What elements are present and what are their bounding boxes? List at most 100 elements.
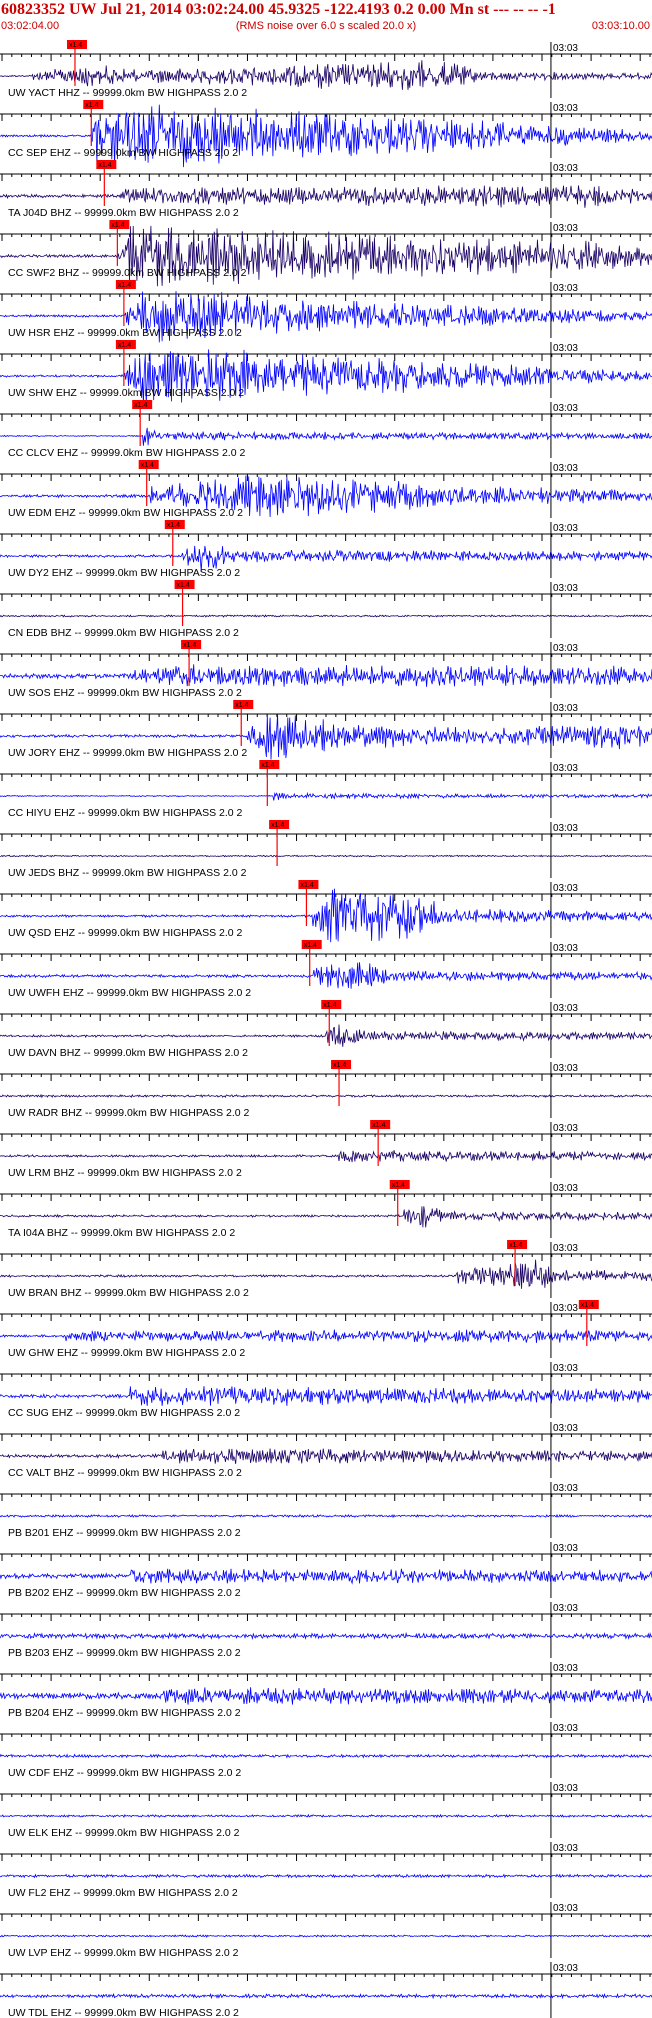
seismic-waveform: [0, 545, 652, 572]
station-label: UW BRAN BHZ -- 99999.0km BW HIGHPASS 2.0…: [8, 1287, 249, 1299]
p-pick-label: x1.4: [392, 1182, 405, 1189]
p-pick-label: x1.4: [509, 1242, 522, 1249]
minute-marker-label: 03:03: [553, 1663, 578, 1674]
p-pick-flag: [109, 220, 130, 229]
minute-marker-label: 03:03: [553, 523, 578, 534]
station-label: CC VALT BHZ -- 99999.0km BW HIGHPASS 2.0…: [8, 1467, 242, 1479]
p-pick-label: x1.4: [118, 282, 131, 289]
station-label: CC CLCV EHZ -- 99999.0km BW HIGHPASS 2.0…: [8, 447, 245, 459]
seismic-waveform: [0, 854, 652, 858]
minute-marker-label: 03:03: [553, 1183, 578, 1194]
station-label: TA J04D BHZ -- 99999.0km BW HIGHPASS 2.0…: [8, 207, 239, 219]
p-pick-label: x1.4: [183, 642, 196, 649]
seismic-waveform: [0, 1753, 652, 1759]
p-pick-flag: [83, 100, 104, 109]
minute-marker-label: 03:03: [553, 703, 578, 714]
minute-marker-label: 03:03: [553, 1903, 578, 1914]
p-pick-label: x1.4: [333, 1062, 346, 1069]
p-pick-flag: [301, 940, 322, 949]
minute-marker-label: 03:03: [553, 1783, 578, 1794]
station-label: UW EDM EHZ -- 99999.0km BW HIGHPASS 2.0 …: [8, 507, 243, 519]
station-label: CC SUG EHZ -- 99999.0km BW HIGHPASS 2.0 …: [8, 1407, 240, 1419]
p-pick-label: x1.4: [85, 102, 98, 109]
station-label: CC SWF2 BHZ -- 99999.0km BW HIGHPASS 2.0…: [8, 267, 247, 279]
station-label: UW CDF EHZ -- 99999.0km BW HIGHPASS 2.0 …: [8, 1767, 241, 1779]
minute-marker-label: 03:03: [553, 1423, 578, 1434]
seismic-waveform: [0, 1448, 652, 1464]
p-pick-label: x1.4: [134, 402, 147, 409]
p-pick-flag: [66, 40, 87, 49]
seismic-waveform: [0, 713, 652, 760]
seismic-waveform: [0, 291, 652, 343]
p-pick-label: x1.4: [111, 222, 124, 229]
seismic-waveform: [0, 888, 652, 943]
minute-marker-label: 03:03: [553, 283, 578, 294]
minute-marker-label: 03:03: [553, 103, 578, 114]
minute-marker-label: 03:03: [553, 343, 578, 354]
minute-marker-label: 03:03: [553, 763, 578, 774]
seismic-waveform: [0, 1150, 652, 1163]
p-pick-label: x1.4: [167, 522, 180, 529]
minute-marker-label: 03:03: [553, 1363, 578, 1374]
minute-marker-label: 03:03: [553, 1723, 578, 1734]
station-label: UW SOS EHZ -- 99999.0km BW HIGHPASS 2.0 …: [8, 687, 242, 699]
seismic-waveform: [0, 1873, 652, 1879]
p-pick-label: x1.4: [581, 1302, 594, 1309]
station-label: UW LVP EHZ -- 99999.0km BW HIGHPASS 2.0 …: [8, 1947, 239, 1959]
minute-marker-label: 03:03: [553, 163, 578, 174]
seismic-waveform: [0, 791, 652, 801]
seismic-waveform: [0, 1024, 652, 1047]
seismic-waveform: [0, 60, 652, 90]
p-pick-flag: [138, 460, 159, 469]
station-label: UW RADR BHZ -- 99999.0km BW HIGHPASS 2.0…: [8, 1107, 250, 1119]
minute-marker-label: 03:03: [553, 1063, 578, 1074]
station-label: UW LRM BHZ -- 99999.0km BW HIGHPASS 2.0 …: [8, 1167, 242, 1179]
station-label: UW ELK EHZ -- 99999.0km BW HIGHPASS 2.0 …: [8, 1827, 240, 1839]
station-label: PB B204 EHZ -- 99999.0km BW HIGHPASS 2.0…: [8, 1707, 241, 1719]
seismic-waveform: [0, 1631, 652, 1640]
p-pick-flag: [115, 340, 136, 349]
seismic-waveform: [0, 349, 652, 406]
p-pick-flag: [331, 1060, 352, 1069]
seismic-waveform: [0, 1934, 652, 1938]
station-label: UW GHW EHZ -- 99999.0km BW HIGHPASS 2.0 …: [8, 1347, 245, 1359]
seismic-waveform: [0, 1687, 652, 1705]
minute-marker-label: 03:03: [553, 463, 578, 474]
minute-marker-label: 03:03: [553, 223, 578, 234]
seismic-waveform: [0, 614, 652, 618]
window-end-time: 03:03:10.00: [591, 20, 650, 32]
minute-marker-label: 03:03: [553, 1963, 578, 1974]
p-pick-flag: [164, 520, 185, 529]
station-label: UW TDL EHZ -- 99999.0km BW HIGHPASS 2.0 …: [8, 2007, 239, 2018]
minute-marker-label: 03:03: [553, 403, 578, 414]
p-pick-label: x1.4: [261, 762, 274, 769]
station-label: UW JEDS BHZ -- 99999.0km BW HIGHPASS 2.0…: [8, 867, 247, 879]
station-label: UW HSR EHZ -- 99999.0km BW HIGHPASS 2.0 …: [8, 327, 242, 339]
seismic-waveform: [0, 225, 652, 287]
minute-marker-label: 03:03: [553, 583, 578, 594]
station-label: UW SHW EHZ -- 99999.0km BW HIGHPASS 2.0 …: [8, 387, 244, 399]
station-label: UW DAVN BHZ -- 99999.0km BW HIGHPASS 2.0…: [8, 1047, 248, 1059]
station-label: UW YACT HHZ -- 99999.0km BW HIGHPASS 2.0…: [8, 87, 247, 99]
p-pick-label: x1.4: [304, 942, 317, 949]
station-label: CN EDB BHZ -- 99999.0km BW HIGHPASS 2.0 …: [8, 627, 239, 639]
seismic-waveform: [0, 664, 652, 687]
event-title: 60823352 UW Jul 21, 2014 03:02:24.00 45.…: [1, 1, 556, 18]
seismic-waveform: [0, 1206, 652, 1228]
p-pick-label: x1.4: [300, 882, 313, 889]
minute-marker-label: 03:03: [553, 643, 578, 654]
p-pick-flag: [181, 640, 202, 649]
station-label: UW FL2 EHZ -- 99999.0km BW HIGHPASS 2.0 …: [8, 1887, 238, 1899]
seismic-waveform: [0, 1513, 652, 1519]
station-label: CC SEP EHZ -- 99999.0km BW HIGHPASS 2.0 …: [8, 147, 238, 159]
p-pick-label: x1.4: [177, 582, 190, 589]
p-pick-label: x1.4: [235, 702, 248, 709]
p-pick-flag: [389, 1180, 410, 1189]
station-label: PB B203 EHZ -- 99999.0km BW HIGHPASS 2.0…: [8, 1647, 241, 1659]
minute-marker-label: 03:03: [553, 1483, 578, 1494]
p-pick-label: x1.4: [323, 1002, 336, 1009]
station-label: PB B202 EHZ -- 99999.0km BW HIGHPASS 2.0…: [8, 1587, 241, 1599]
record-header: 60823352 UW Jul 21, 2014 03:02:24.00 45.…: [0, 0, 652, 36]
p-pick-flag: [96, 160, 117, 169]
minute-marker-label: 03:03: [553, 1243, 578, 1254]
